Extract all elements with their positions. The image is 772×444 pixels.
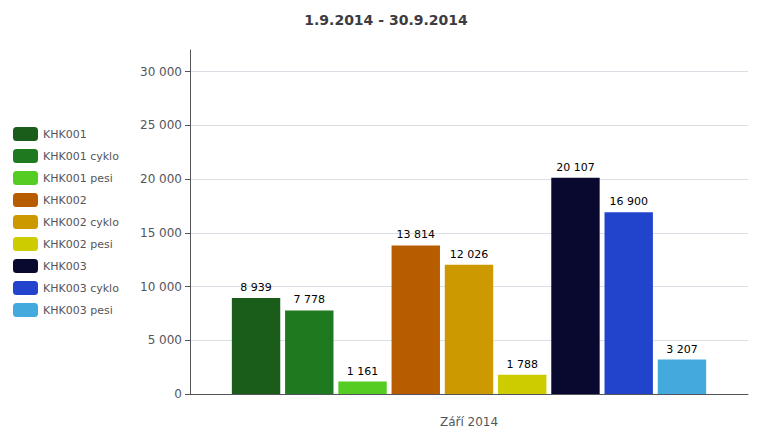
svg-text:20 000: 20 000 [140,172,182,186]
svg-text:Září 2014: Září 2014 [440,415,498,429]
svg-text:KHK002: KHK002 [43,194,87,207]
svg-text:20 107: 20 107 [556,161,595,174]
svg-text:3 207: 3 207 [666,343,698,356]
svg-text:13 814: 13 814 [397,228,436,241]
svg-text:KHK003 pesi: KHK003 pesi [43,304,113,317]
svg-text:KHK002 cyklo: KHK002 cyklo [43,216,119,229]
svg-text:25 000: 25 000 [140,118,182,132]
svg-text:KHK002 pesi: KHK002 pesi [43,238,113,251]
svg-text:0: 0 [174,387,182,401]
svg-text:16 900: 16 900 [609,195,648,208]
svg-text:15 000: 15 000 [140,226,182,240]
svg-text:12 026: 12 026 [450,248,489,261]
svg-text:1 161: 1 161 [347,365,379,378]
svg-text:5 000: 5 000 [148,333,182,347]
svg-text:KHK001 cyklo: KHK001 cyklo [43,150,119,163]
svg-text:8 939: 8 939 [240,281,272,294]
svg-text:KHK001 pesi: KHK001 pesi [43,172,113,185]
svg-text:10 000: 10 000 [140,280,182,294]
svg-text:KHK003 cyklo: KHK003 cyklo [43,282,119,295]
svg-text:7 778: 7 778 [294,293,326,306]
svg-text:30 000: 30 000 [140,65,182,79]
svg-text:1 788: 1 788 [506,358,538,371]
svg-text:KHK003: KHK003 [43,260,87,273]
svg-text:1.9.2014 - 30.9.2014: 1.9.2014 - 30.9.2014 [304,12,468,28]
svg-text:KHK001: KHK001 [43,128,87,141]
